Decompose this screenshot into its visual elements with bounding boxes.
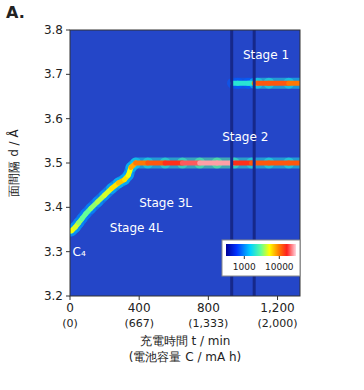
y-tick-label: 3.4 (44, 200, 63, 214)
y-axis-title: 面間隔 d / Å (6, 129, 21, 197)
ridge (200, 161, 217, 166)
x-tick-sublabel: (1,333) (188, 317, 228, 330)
ridge-halo (289, 158, 300, 169)
y-tick-label: 3.5 (44, 156, 63, 170)
colorbar (226, 244, 296, 256)
x-tick-label: 400 (128, 301, 151, 315)
y-tick (66, 163, 70, 164)
panel-letter: A. (6, 3, 25, 22)
ridge (148, 161, 165, 166)
ridge (165, 161, 182, 166)
y-tick (66, 30, 70, 31)
colorbar-tick (244, 256, 245, 259)
stage-label: Stage 4L (110, 221, 163, 235)
ridge (269, 161, 289, 166)
x-tick-sublabel: (2,000) (257, 317, 297, 330)
colorbar-tick (279, 256, 280, 259)
y-tick (66, 207, 70, 208)
x-axis-title: 充電時間 t / min (140, 334, 231, 348)
stage-label: Stage 2 (222, 130, 268, 144)
y-tick-label: 3.2 (44, 289, 63, 303)
plot-area (70, 30, 300, 296)
y-tick-label: 3.3 (44, 245, 63, 259)
x-tick (139, 296, 140, 300)
ridge (289, 81, 300, 86)
y-tick-label: 3.7 (44, 67, 63, 81)
x-tick (70, 296, 71, 300)
ridge-halo (289, 78, 300, 89)
y-tick (66, 74, 70, 75)
colorbar-tick-label: 1000 (233, 262, 256, 272)
frame (70, 30, 300, 296)
colorbar-tick-label: 10000 (265, 262, 294, 272)
x-tick-label: 800 (197, 301, 220, 315)
stage-label: C₄ (73, 245, 86, 259)
y-tick-label: 3.6 (44, 112, 63, 126)
x-tick-sublabel: (667) (124, 317, 154, 330)
y-tick (66, 118, 70, 119)
x-tick-sublabel: (0) (62, 317, 78, 330)
stage-label: Stage 3L (139, 196, 192, 210)
x-tick-label: 1,200 (260, 301, 294, 315)
ridge (289, 161, 300, 166)
x-axis-title-2: (電池容量 C / mA h) (129, 350, 242, 364)
y-tick (66, 296, 70, 297)
y-tick-label: 3.8 (44, 23, 63, 37)
stage-label: Stage 1 (243, 48, 289, 62)
x-tick (208, 296, 209, 300)
x-tick-label: 0 (66, 301, 74, 315)
plot-background (70, 30, 300, 296)
y-tick (66, 251, 70, 252)
ridge (269, 81, 289, 86)
ridge (182, 161, 199, 166)
x-tick (277, 296, 278, 300)
colorbar-box (222, 240, 300, 276)
ridge (234, 161, 251, 166)
